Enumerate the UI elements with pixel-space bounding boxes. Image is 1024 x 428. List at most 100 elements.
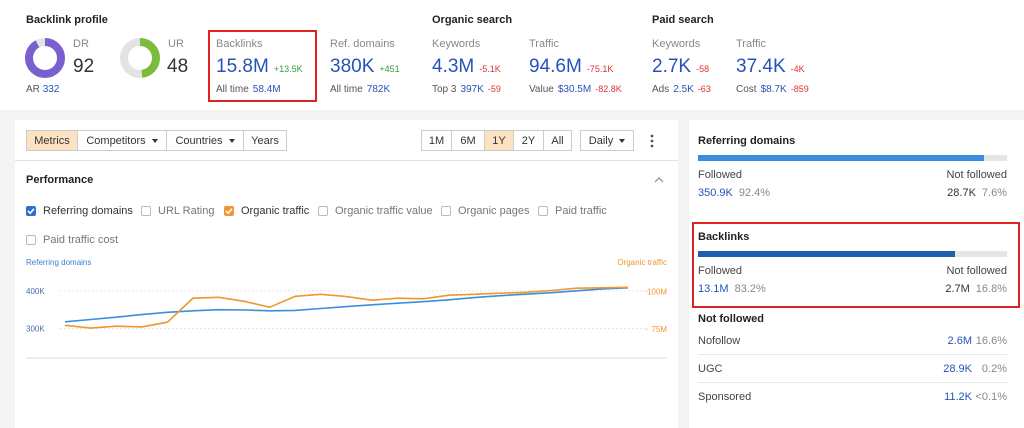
sub-change: -82.8K [595, 84, 622, 94]
checkbox-label: URL Rating [158, 205, 215, 217]
metric-value-row: 380K +451 [330, 57, 400, 76]
metric-sub: Ads 2.5K -63 [652, 85, 711, 95]
metric-value: 37.4K [736, 56, 786, 77]
caret [151, 138, 158, 143]
series-line [64, 287, 629, 323]
row-pct: <0.1% [975, 391, 1008, 403]
donut-arc [120, 38, 160, 78]
row-label: Sponsored [698, 391, 752, 403]
pct: 92.4% [738, 187, 771, 199]
kebab[interactable] [649, 133, 655, 149]
y-tick-label: 400K [26, 287, 45, 296]
metric-sub: Top 3 397K -59 [432, 85, 501, 95]
metric-value: 94.6M [529, 56, 582, 77]
values: 2.7M 16.8% [945, 284, 1007, 295]
check [27, 208, 35, 215]
sub-change: -63 [697, 84, 711, 94]
sub-value: $30.5M [557, 84, 592, 95]
sub-label: Value [529, 84, 554, 95]
metric-change: -5.1K [479, 64, 501, 74]
caret [228, 138, 235, 143]
highlight-box [692, 222, 1020, 308]
label: AR [26, 84, 40, 95]
sub-value: 397K [460, 84, 484, 95]
range[interactable]: 1Y [484, 130, 514, 151]
divider [15, 160, 678, 161]
card-title: Backlinks [698, 231, 750, 243]
range[interactable]: All [543, 130, 572, 151]
checkbox[interactable] [141, 206, 151, 216]
row-pct: 0.2% [981, 363, 1007, 375]
sub-value: 58.4M [252, 84, 281, 95]
checkbox[interactable] [224, 206, 234, 216]
sub-value: 782K [366, 84, 391, 95]
metric-value: 92 [73, 56, 95, 77]
label: Not followed [946, 265, 1007, 277]
metric-value-row: 15.8M +13.5K [216, 57, 303, 76]
section-title: Performance [26, 174, 94, 186]
donut-arc [25, 38, 65, 78]
checkbox[interactable] [26, 206, 36, 216]
row-label: Nofollow [698, 335, 741, 347]
checkbox-label: Paid traffic [555, 205, 607, 217]
checkbox[interactable] [441, 206, 451, 216]
card-title: Referring domains [698, 135, 796, 147]
metric-label: Backlinks [216, 38, 263, 50]
metric-change: -4K [790, 64, 805, 74]
metric-sub: Cost $8.7K -859 [736, 85, 809, 95]
metric-value-row: 4.3M -5.1K [432, 57, 501, 76]
row-value: 11.2K [944, 391, 972, 403]
metric-sub: Value $30.5M -82.8K [529, 85, 622, 95]
ar: AR 332 [26, 85, 59, 95]
dr-donut [25, 38, 65, 78]
tab-label: Competitors [86, 134, 146, 147]
label: Followed [698, 169, 743, 181]
row-divider [698, 382, 1007, 383]
chart: Referring domains Organic traffic 300K 400K… [26, 258, 667, 359]
metric-change: -58 [696, 64, 710, 74]
pct: 7.6% [981, 187, 1007, 199]
row-label: UGC [698, 363, 723, 375]
tab[interactable]: Countries [166, 130, 244, 151]
metric-label: Traffic [736, 38, 766, 50]
row-value: 2.6M [947, 335, 972, 347]
highlight-box [208, 30, 317, 102]
sub-value: $8.7K [760, 84, 787, 95]
collapse[interactable] [654, 176, 664, 184]
checkbox-label: Organic pages [458, 205, 530, 217]
row-divider [698, 354, 1007, 355]
value: 28.7K [947, 187, 976, 199]
sub-label: Cost [736, 84, 757, 95]
metric-value: 380K [330, 56, 375, 77]
checkbox-label: Referring domains [43, 205, 133, 217]
row-value: 28.9K [943, 363, 972, 375]
interval[interactable]: Daily [580, 130, 634, 151]
checkbox[interactable] [26, 235, 36, 245]
metric-value: 4.3M [432, 56, 475, 77]
values: 13.1M 83.2% [698, 284, 766, 295]
y2-tick-label: 100M [647, 287, 667, 296]
value: 332 [42, 84, 60, 95]
tab-label: Countries [175, 134, 223, 147]
tab[interactable]: Years [243, 130, 287, 151]
metric-value: 2.7K [652, 56, 692, 77]
sub-label: All time [330, 84, 363, 95]
sub-label: Top 3 [432, 84, 457, 95]
metric-value: 15.8M [216, 56, 269, 77]
left-panel [15, 120, 678, 428]
metric-sub: All time 58.4M [216, 85, 281, 95]
sub-label: Ads [652, 84, 670, 95]
checkbox[interactable] [318, 206, 328, 216]
checkbox[interactable] [538, 206, 548, 216]
bar [698, 251, 956, 257]
bar [698, 155, 984, 161]
tab[interactable]: Competitors [77, 130, 167, 151]
sub-label: All time [216, 84, 249, 95]
value: 13.1M [698, 283, 729, 295]
sub-change: -859 [790, 84, 809, 94]
metric-label: UR [168, 38, 184, 50]
checkbox-label: Organic traffic value [335, 205, 433, 217]
row-pct: 16.6% [975, 335, 1007, 347]
interval-label: Daily [588, 134, 614, 147]
